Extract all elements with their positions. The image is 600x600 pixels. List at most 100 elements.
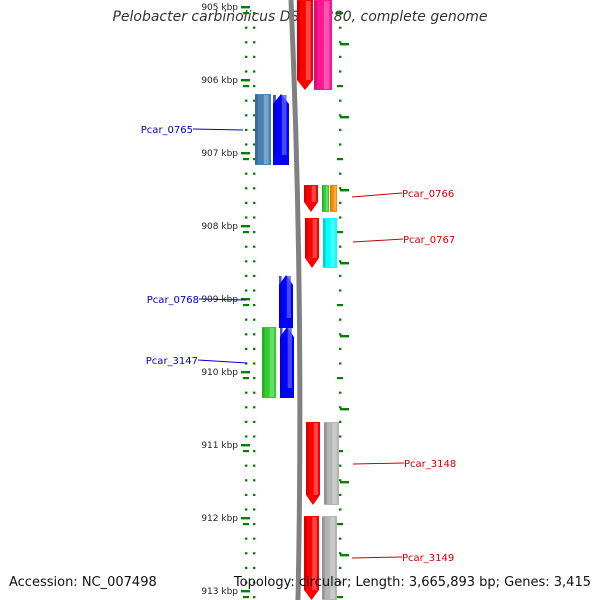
gene-shadow: [297, 1, 300, 80]
gene-shadow: [314, 1, 318, 89]
tick-mark: [339, 260, 342, 263]
tick-mark: [253, 304, 256, 307]
tick-mark: [253, 479, 256, 482]
gene-feature: [304, 185, 318, 212]
ruler-label: 905 kbp: [201, 3, 238, 13]
tick-mark: [253, 362, 256, 365]
gene-label-right[interactable]: Pcar_0766: [402, 189, 454, 200]
tick-mark: [339, 318, 342, 321]
tick-mark: [339, 201, 342, 204]
tick-mark: [253, 464, 256, 467]
gene-shadow: [322, 517, 325, 599]
tick-mark: [243, 85, 249, 88]
gene-label-right[interactable]: Pcar_3149: [402, 553, 454, 564]
tick-mark: [339, 508, 342, 511]
ruler-tick: [241, 152, 250, 155]
gene-highlight: [287, 328, 292, 388]
tick-mark: [337, 596, 343, 599]
ruler-tick: [241, 371, 250, 374]
tick-mark: [253, 596, 256, 599]
tick-mark: [245, 274, 248, 277]
gene-labels: Pcar_0765 Pcar_0768 Pcar_3147 Pcar_0766 Pcar…: [141, 125, 456, 564]
label-leader-line: [351, 556, 403, 559]
label-leader-line: [352, 238, 404, 243]
tick-mark: [245, 216, 248, 219]
tick-mark: [339, 128, 342, 131]
gene-shadow: [279, 276, 282, 318]
tick-mark: [337, 450, 343, 453]
ruler-label: 907 kbp: [201, 149, 238, 159]
gene-label-right[interactable]: Pcar_3148: [404, 459, 456, 470]
ruler-label: 908 kbp: [201, 222, 238, 232]
tick-mark: [243, 596, 249, 599]
ruler-tick: [241, 517, 250, 520]
ruler-tick: [340, 481, 349, 484]
gene-shadow: [324, 423, 327, 504]
tick-mark: [339, 55, 342, 58]
gene-highlight: [311, 186, 316, 202]
tick-mark: [253, 172, 256, 175]
tick-mark: [339, 479, 342, 482]
tick-mark: [245, 362, 248, 365]
gene-feature: [330, 185, 337, 212]
ruler-tick: [241, 298, 250, 301]
label-leader-line: [352, 462, 405, 465]
gene-shadow: [280, 328, 283, 388]
tick-mark: [245, 333, 248, 336]
tick-mark: [253, 231, 256, 234]
ruler-label: 909 kbp: [201, 295, 238, 305]
tick-mark: [243, 523, 249, 526]
tick-mark: [339, 362, 342, 365]
tick-mark: [245, 143, 248, 146]
tick-mark: [245, 172, 248, 175]
ruler-label: 906 kbp: [201, 76, 238, 86]
gene-highlight: [330, 517, 335, 599]
tick-mark: [245, 420, 248, 423]
tick-mark: [253, 128, 256, 131]
gene-highlight: [286, 276, 291, 318]
tick-mark: [253, 406, 256, 409]
gene-label-left[interactable]: Pcar_0768: [147, 295, 199, 306]
tick-mark: [245, 537, 248, 540]
ruler-label: 910 kbp: [201, 368, 238, 378]
ruler-tick: [241, 444, 250, 447]
tick-mark: [339, 70, 342, 73]
tick-mark: [253, 289, 256, 292]
label-leader-line: [351, 192, 403, 198]
tick-mark: [253, 333, 256, 336]
tick-mark: [245, 55, 248, 58]
label-leader-line: [197, 359, 248, 364]
tick-mark: [245, 26, 248, 29]
gene-label-left[interactable]: Pcar_0765: [141, 125, 193, 136]
tick-mark: [245, 566, 248, 569]
gene-highlight: [312, 517, 317, 590]
tick-mark: [253, 274, 256, 277]
tick-mark: [339, 406, 342, 409]
gene-label-left[interactable]: Pcar_3147: [146, 356, 198, 367]
ruler-labels: 905 kbp 906 kbp 907 kbp 908 kbp 909 kbp 910 k…: [201, 3, 238, 597]
tick-mark: [245, 187, 248, 190]
tick-mark: [245, 479, 248, 482]
gene-feature: [304, 516, 319, 600]
gene-shadow: [322, 186, 324, 211]
tick-mark: [339, 347, 342, 350]
tick-mark: [253, 143, 256, 146]
gene-feature: [280, 327, 294, 398]
label-leader-line: [192, 128, 244, 131]
gene-shadow: [262, 328, 265, 397]
tick-mark: [253, 12, 256, 15]
ruler-tick: [340, 554, 349, 557]
tick-mark: [253, 245, 256, 248]
tick-mark: [337, 158, 343, 161]
gene-feature: [323, 218, 337, 268]
tick-mark: [243, 158, 249, 161]
tick-mark: [253, 85, 256, 88]
tick-mark: [245, 70, 248, 73]
tick-mark: [253, 26, 256, 29]
gene-shadow: [255, 95, 258, 164]
gene-label-right[interactable]: Pcar_0767: [403, 235, 455, 246]
tick-mark: [339, 552, 342, 555]
gene-feature: [324, 422, 339, 505]
tick-mark: [243, 231, 249, 234]
tick-mark: [245, 508, 248, 511]
